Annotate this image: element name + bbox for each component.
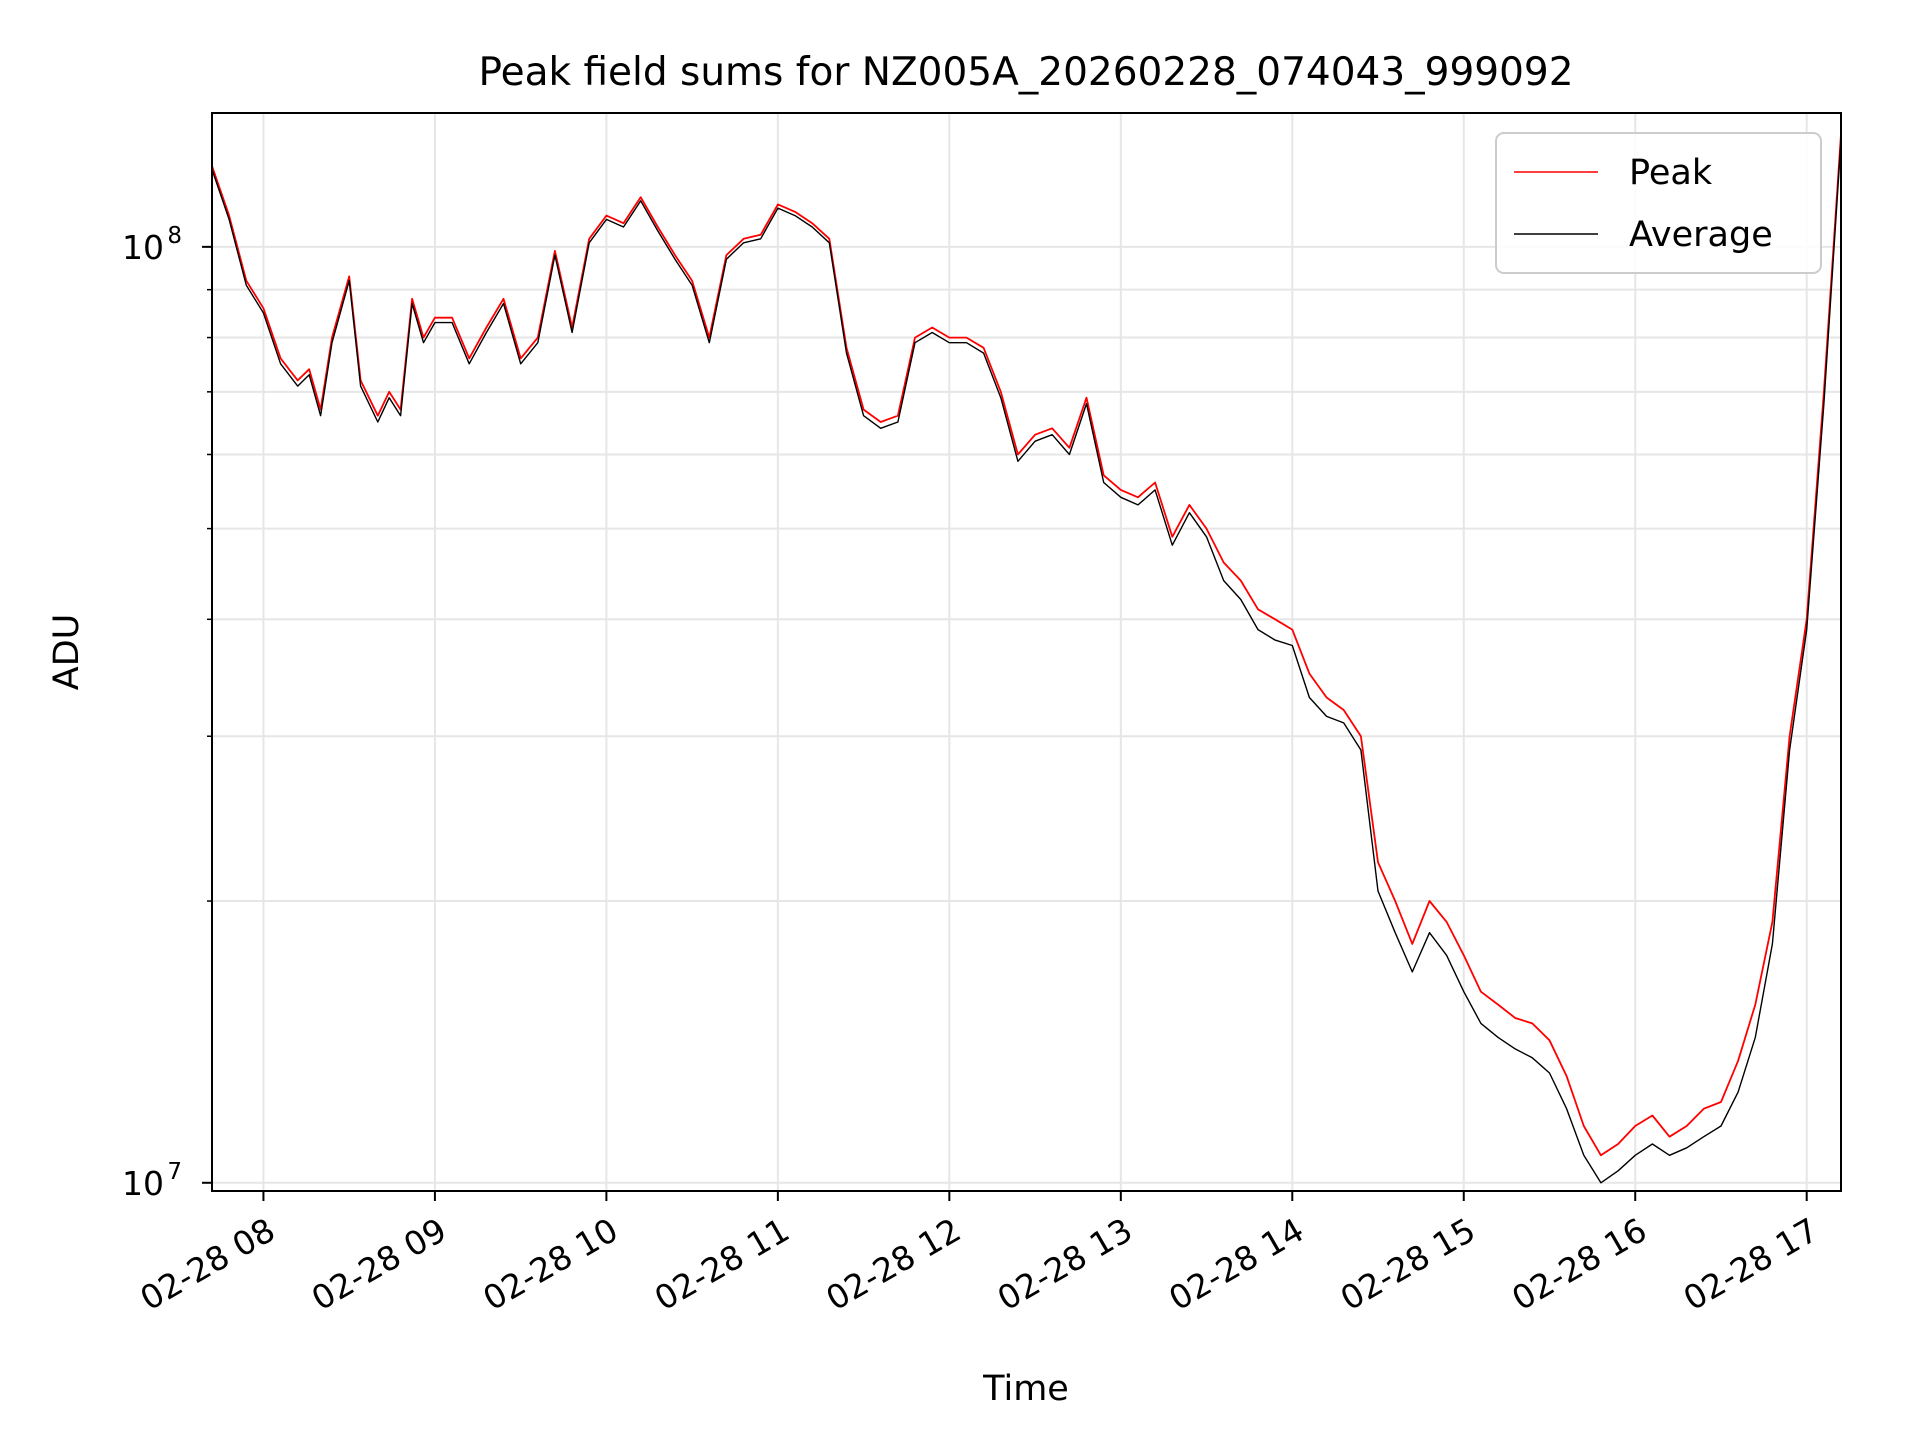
- plot-frame: [211, 112, 1842, 1192]
- y-tick-label: 10: [122, 228, 164, 267]
- series-line-peak: [212, 133, 1841, 1157]
- y-tick-exponent: 8: [167, 223, 182, 249]
- legend-label-peak: Peak: [1629, 153, 1713, 193]
- legend: Peak Average: [1495, 132, 1822, 274]
- plot-area: [212, 133, 1841, 1184]
- y-axis-label: ADU: [47, 614, 87, 691]
- y-tick-label: 10: [122, 1164, 164, 1203]
- x-axis-label: Time: [982, 1369, 1069, 1409]
- chart-title: Peak field sums for NZ005A_20260228_0740…: [478, 50, 1573, 95]
- y-tick-exponent: 7: [167, 1159, 182, 1185]
- series-line-average: [212, 140, 1841, 1184]
- legend-box: [1495, 132, 1822, 274]
- legend-label-average: Average: [1629, 215, 1773, 255]
